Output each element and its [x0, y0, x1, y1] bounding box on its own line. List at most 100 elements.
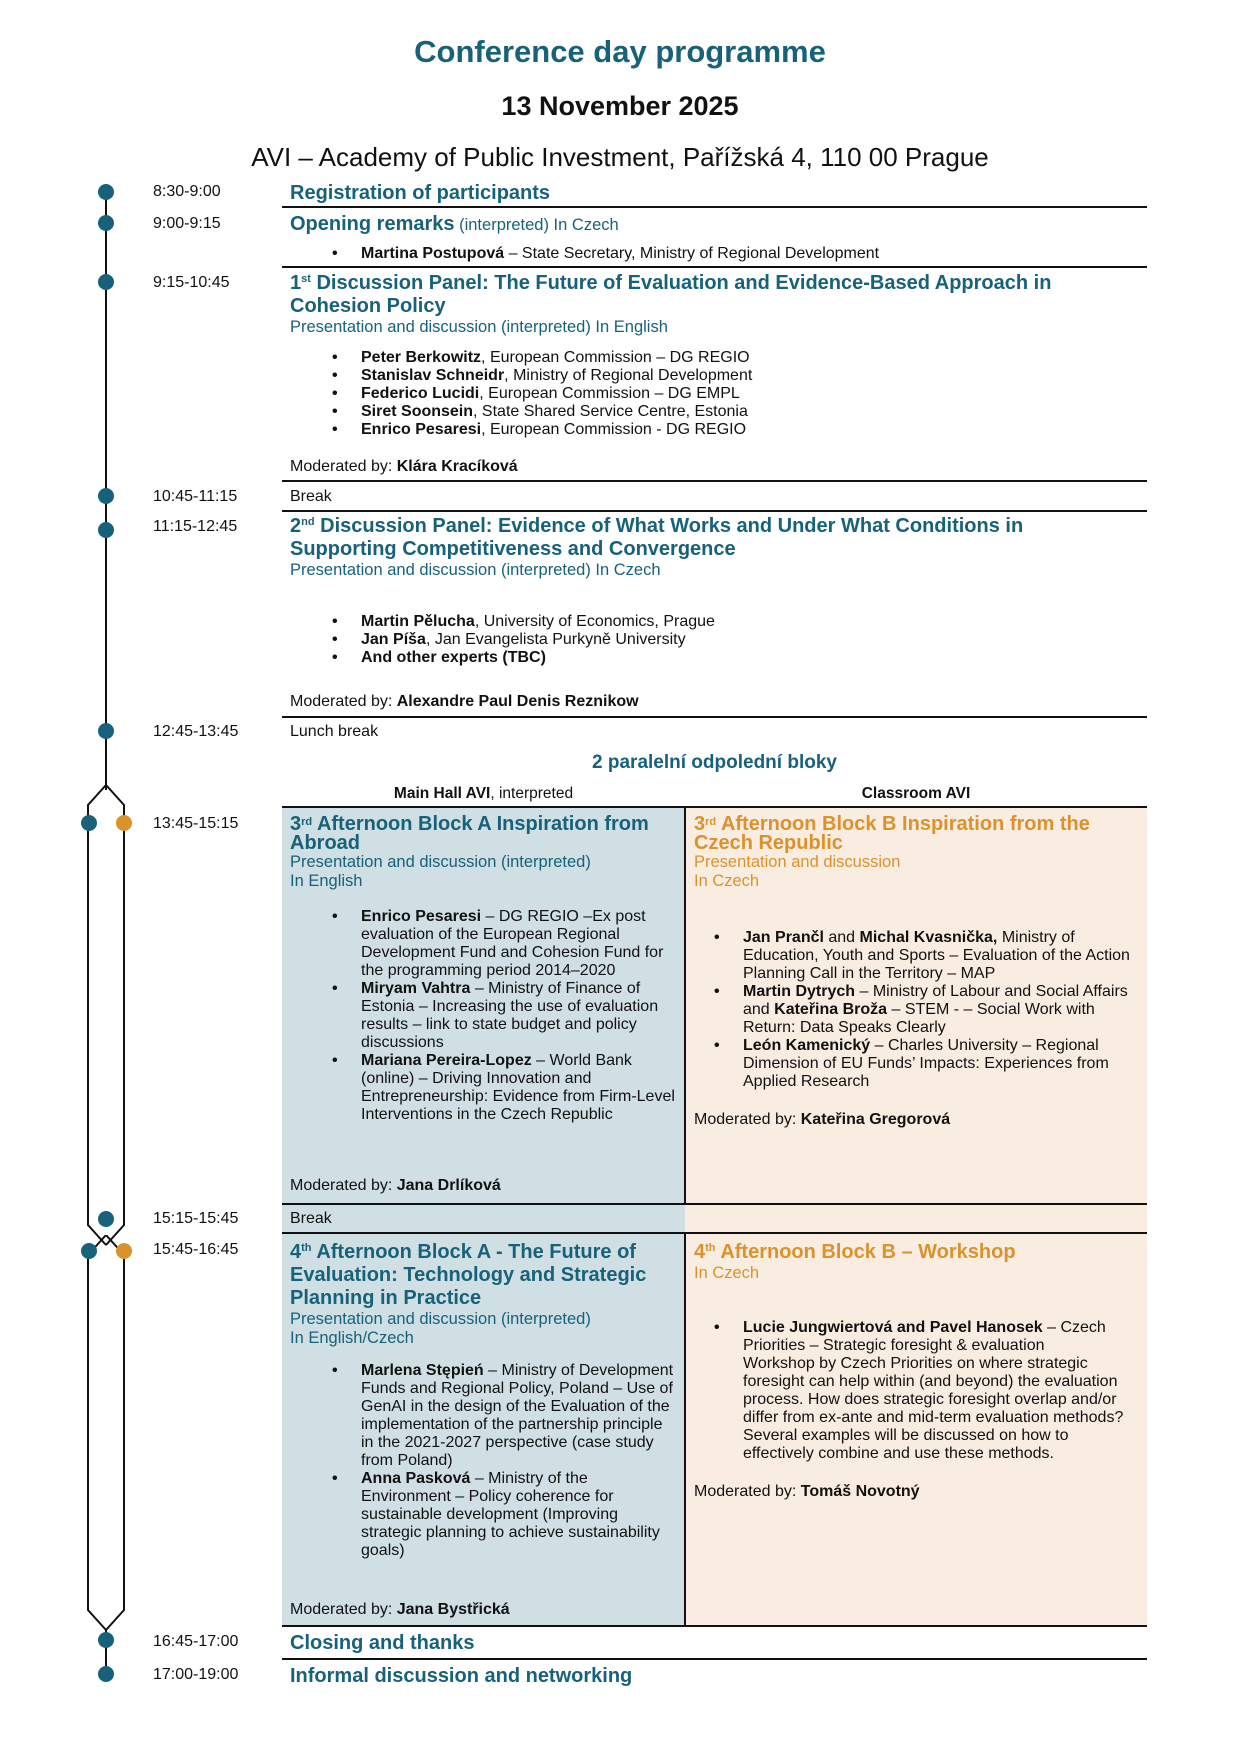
title-text: Afternoon Block A - The Future of Evalua…	[290, 1241, 647, 1309]
divider	[282, 266, 1147, 268]
moderator-label: Moderated by:	[694, 1483, 801, 1500]
block4-a: 4th Afternoon Block A - The Future of Ev…	[282, 1233, 685, 1626]
workshop-description: Workshop by Czech Priorities on where st…	[743, 1355, 1124, 1462]
list-item: Enrico Pesaresi – DG REGIO –Ex post eval…	[332, 908, 677, 980]
panel1-moderator: Moderated by: Klára Kracíková	[290, 458, 1110, 476]
speaker-name: Federico Lucidi	[361, 385, 480, 402]
block-language: In English	[290, 872, 363, 890]
block4-b: 4th Afternoon Block B – Workshop In Czec…	[686, 1233, 1147, 1626]
title-text: Afternoon Block A Inspiration from Abroa…	[290, 813, 649, 854]
block3-a-moderator: Moderated by: Jana Drlíková	[290, 1177, 501, 1195]
list-item: Siret Soonsein, State Shared Service Cen…	[332, 403, 1120, 421]
block3-a-title: 3rd Afternoon Block A Inspiration from A…	[290, 813, 677, 854]
ordinal: 4	[290, 1241, 302, 1263]
panel2-subtitle: Presentation and discussion (interpreted…	[290, 561, 661, 579]
list-item: Jan Prančl and Michal Kvasnička, Ministr…	[714, 929, 1139, 983]
speaker-topic: – World Bank (online) – Driving Innovati…	[361, 1052, 675, 1123]
speaker-name: Anna Pasková	[361, 1470, 471, 1487]
title-text: Afternoon Block B Inspiration from the C…	[694, 813, 1090, 854]
timeline-dot	[98, 215, 114, 231]
speaker-topic: – Ministry of Finance of Estonia – Incre…	[361, 980, 659, 1051]
timeline-dot-orange	[116, 815, 132, 831]
speaker-topic: – Ministry of Development Funds and Regi…	[361, 1362, 674, 1469]
timeline-dot	[98, 488, 114, 504]
divider	[282, 1658, 1147, 1660]
timeline-split-2	[87, 1235, 125, 1631]
timeline-dot	[98, 1632, 114, 1648]
moderator-name: Kateřina Gregorová	[800, 1111, 951, 1128]
speaker-name: Michal Kvasnička,	[859, 929, 998, 946]
title-text: Discussion Panel: The Future of Evaluati…	[290, 272, 1052, 317]
speaker-name: Enrico Pesaresi	[361, 421, 482, 438]
speaker-name: Siret Soonsein	[361, 403, 474, 420]
list-item: Federico Lucidi, European Commission – D…	[332, 385, 1120, 403]
ordinal: 3	[694, 813, 706, 835]
list-item: Marlena Stępień – Ministry of Developmen…	[332, 1362, 677, 1470]
block-language: In Czech	[694, 872, 760, 890]
divider	[282, 510, 1147, 512]
timeline-dot	[81, 1243, 97, 1259]
time-label: 13:45-15:15	[153, 815, 239, 832]
timeline-dot	[98, 1211, 114, 1227]
moderator-name: Klára Kracíková	[396, 458, 518, 475]
timeline-dot-orange	[116, 1243, 132, 1259]
divider	[282, 1232, 1147, 1234]
timeline-dot	[98, 1666, 114, 1682]
speaker-affiliation: , European Commission - DG REGIO	[481, 421, 747, 438]
speaker-affiliation: – State Secretary, Ministry of Regional …	[504, 245, 880, 262]
speaker-topic: – Ministry of the Environment – Policy c…	[361, 1470, 660, 1559]
speaker-name: Peter Berkowitz	[361, 349, 482, 366]
speaker-name: Jan Prančl	[743, 929, 824, 946]
ordinal-suffix: rd	[301, 816, 313, 828]
speaker-name: Jan Píša	[361, 631, 426, 648]
list-item: Enrico Pesaresi, European Commission - D…	[332, 421, 1120, 439]
time-label: 10:45-11:15	[153, 488, 238, 505]
speaker-name: Marlena Stępień	[361, 1362, 484, 1379]
list-item: Miryam Vahtra – Ministry of Finance of E…	[332, 980, 677, 1052]
opening-section: Opening remarks (interpreted) In Czech	[290, 213, 1110, 236]
block-subtitle: Presentation and discussion (interpreted…	[290, 1310, 591, 1328]
ordinal-suffix: st	[301, 273, 311, 285]
block-subtitle: Presentation and discussion (interpreted…	[290, 853, 591, 871]
speaker-affiliation: , University of Economics, Prague	[474, 613, 715, 630]
list-item: Lucie Jungwiertová and Pavel Hanosek – C…	[714, 1319, 1139, 1463]
block-language: In Czech	[694, 1264, 760, 1282]
divider	[282, 806, 1147, 808]
room-note: , interpreted	[490, 785, 574, 802]
registration-title: Registration of participants	[290, 182, 551, 204]
parallel-heading: 2 paralelní odpolední bloky	[592, 752, 837, 773]
room-name: Main Hall AVI	[393, 785, 491, 802]
time-label: 16:45-17:00	[153, 1633, 239, 1650]
speaker-affiliation: – Ministry of Labour and Social Affairs …	[743, 983, 1128, 1018]
ordinal: 4	[694, 1241, 706, 1263]
moderator-name: Tomáš Novotný	[800, 1483, 920, 1500]
list-item: Martin Pělucha, University of Economics,…	[332, 613, 1120, 631]
list-item: Martina Postupová – State Secretary, Min…	[332, 245, 1110, 263]
opening-note: (interpreted) In Czech	[454, 216, 619, 234]
closing-title: Closing and thanks	[290, 1632, 475, 1654]
break-label: Break	[290, 488, 332, 505]
networking-title: Informal discussion and networking	[290, 1665, 633, 1687]
speaker-affiliation: , European Commission – DG REGIO	[481, 349, 750, 366]
timeline-split	[87, 785, 125, 1246]
speaker-name: Stanislav Schneidr	[361, 367, 505, 384]
speaker-name: Mariana Pereira-Lopez	[361, 1052, 532, 1069]
time-label: 11:15-12:45	[153, 518, 238, 535]
list-item: Anna Pasková – Ministry of the Environme…	[332, 1470, 677, 1560]
speaker-name: Kateřina Broža	[774, 1001, 888, 1018]
time-label: 8:30-9:00	[153, 183, 221, 200]
list-item: Peter Berkowitz, European Commission – D…	[332, 349, 1120, 367]
moderator-label: Moderated by:	[290, 693, 397, 710]
ordinal-suffix: nd	[301, 516, 315, 528]
timeline-dot	[98, 723, 114, 739]
list-item: And other experts (TBC)	[332, 649, 1120, 667]
divider	[282, 1625, 1147, 1627]
panel1-section: 1st Discussion Panel: The Future of Eval…	[290, 272, 1120, 439]
title-text: Discussion Panel: Evidence of What Works…	[290, 515, 1024, 560]
list-item: Stanislav Schneidr, Ministry of Regional…	[332, 367, 1120, 385]
block-subtitle: Presentation and discussion	[694, 853, 901, 871]
event-date: 13 November 2025	[501, 91, 739, 121]
speaker-name: Martina Postupová	[361, 245, 505, 262]
block3-b-title: 3rd Afternoon Block B Inspiration from t…	[694, 813, 1139, 854]
break-label: Break	[290, 1210, 332, 1227]
